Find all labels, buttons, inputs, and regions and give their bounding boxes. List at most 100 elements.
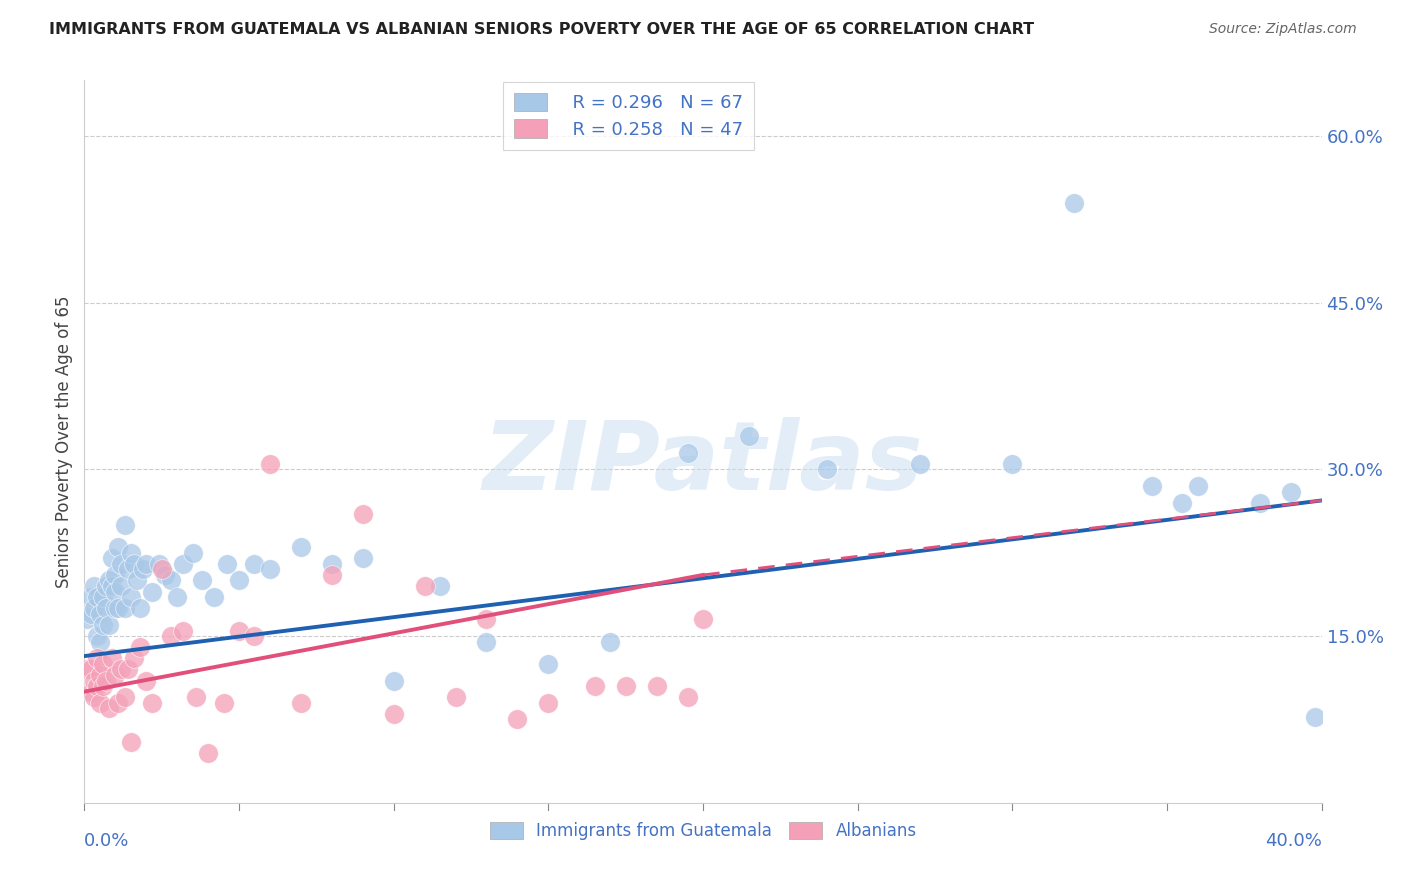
Point [148,557,170,571]
Point [101,551,124,566]
Point [645,679,668,693]
Point [676,445,699,459]
Text: IMMIGRANTS FROM GUATEMALA VS ALBANIAN SENIORS POVERTY OVER THE AGE OF 65 CORRELA: IMMIGRANTS FROM GUATEMALA VS ALBANIAN SE… [49,22,1035,37]
Point [259,562,281,576]
Point [153,568,176,582]
Point [141,696,163,710]
Point [76,662,98,676]
Point [125,574,148,588]
Point [197,746,219,760]
Point [181,546,204,560]
Point [191,574,214,588]
Point [122,557,145,571]
Text: Source: ZipAtlas.com: Source: ZipAtlas.com [1209,22,1357,37]
Point [537,657,560,671]
Point [86,679,108,693]
Point [114,690,136,705]
Point [79,590,101,604]
Point [583,679,606,693]
Point [89,607,111,621]
Point [101,651,124,665]
Point [107,601,129,615]
Point [83,673,105,688]
Point [202,590,225,604]
Point [160,574,183,588]
Point [120,734,142,748]
Point [110,662,132,676]
Point [321,568,343,582]
Point [212,696,235,710]
Point [104,668,127,682]
Point [141,584,163,599]
Point [110,557,132,571]
Point [290,696,312,710]
Point [86,629,108,643]
Point [83,601,105,615]
Point [101,579,124,593]
Point [135,673,157,688]
Point [1171,496,1194,510]
Point [150,562,173,576]
Point [1140,479,1163,493]
Y-axis label: Seniors Poverty Over the Age of 65: Seniors Poverty Over the Age of 65 [55,295,73,588]
Point [94,579,117,593]
Point [676,690,699,705]
Legend: Immigrants from Guatemala, Albanians: Immigrants from Guatemala, Albanians [481,814,925,848]
Point [352,507,374,521]
Point [160,629,183,643]
Point [228,624,250,638]
Point [79,684,101,698]
Point [215,557,238,571]
Point [290,540,312,554]
Point [91,590,114,604]
Point [120,590,142,604]
Point [352,551,374,566]
Point [94,673,117,688]
Point [1001,457,1024,471]
Point [120,546,142,560]
Point [91,657,114,671]
Text: ZIPatlas: ZIPatlas [482,417,924,509]
Point [228,574,250,588]
Point [110,579,132,593]
Point [166,590,188,604]
Point [172,557,194,571]
Point [91,618,114,632]
Point [1249,496,1271,510]
Point [79,607,101,621]
Point [89,634,111,648]
Point [172,624,194,638]
Point [444,690,467,705]
Point [475,612,498,626]
Point [429,579,451,593]
Point [104,568,127,582]
Point [114,517,136,532]
Point [98,618,121,632]
Point [91,679,114,693]
Point [83,579,105,593]
Point [321,557,343,571]
Text: 40.0%: 40.0% [1265,831,1322,850]
Point [599,634,621,648]
Point [79,662,101,676]
Point [382,673,405,688]
Point [738,429,761,443]
Point [94,601,117,615]
Point [98,574,121,588]
Point [129,640,152,655]
Point [122,651,145,665]
Point [692,612,714,626]
Point [107,540,129,554]
Point [83,690,105,705]
Point [243,629,266,643]
Point [1187,479,1209,493]
Point [76,612,98,626]
Text: 0.0%: 0.0% [84,831,129,850]
Point [114,601,136,615]
Point [614,679,637,693]
Point [107,696,129,710]
Point [259,457,281,471]
Point [135,557,157,571]
Point [89,696,111,710]
Point [86,651,108,665]
